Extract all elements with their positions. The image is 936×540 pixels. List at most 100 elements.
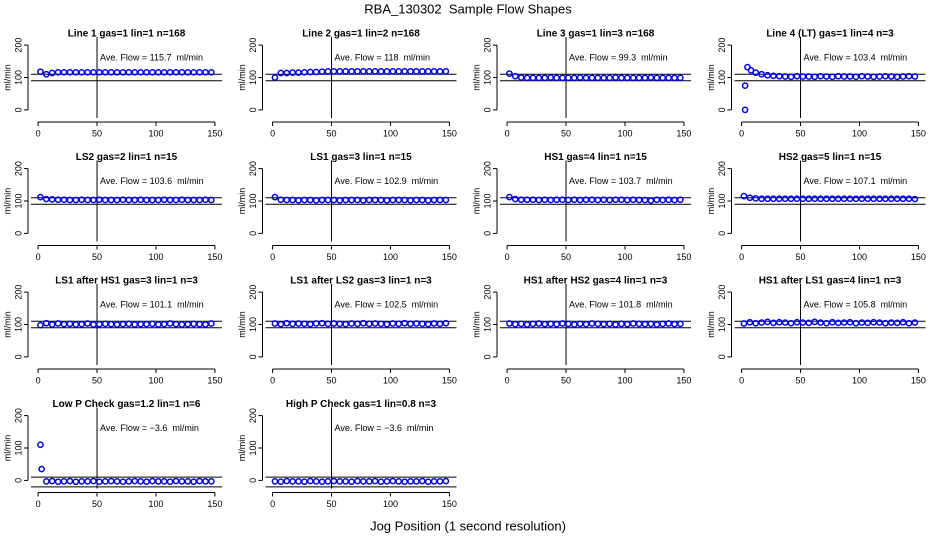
point xyxy=(758,195,765,203)
y-tick-label: 200 xyxy=(248,285,258,300)
y-tick-label: 200 xyxy=(717,38,727,53)
annotation: Ave. Flow = 102.5 ml/min xyxy=(335,299,439,309)
point xyxy=(407,478,414,485)
point xyxy=(395,478,403,485)
point xyxy=(817,195,824,203)
point xyxy=(793,195,801,203)
x-tick-label: 50 xyxy=(561,375,571,385)
point xyxy=(618,74,625,82)
x-tick-label: 150 xyxy=(676,128,691,138)
point xyxy=(852,319,860,327)
x-tick-label: 150 xyxy=(676,252,691,262)
point xyxy=(511,320,519,328)
point xyxy=(799,195,807,203)
point xyxy=(143,478,150,486)
point xyxy=(740,320,748,327)
point xyxy=(37,441,44,449)
x-tick-label: 50 xyxy=(796,128,806,138)
point xyxy=(37,321,44,329)
point xyxy=(42,195,50,203)
x-tick-label: 150 xyxy=(911,252,926,262)
point xyxy=(96,320,103,328)
x-tick-label: 100 xyxy=(383,375,398,385)
point xyxy=(582,74,590,82)
point xyxy=(659,320,667,328)
point xyxy=(511,195,519,203)
point xyxy=(852,195,860,203)
point xyxy=(113,321,121,328)
point xyxy=(852,73,860,81)
point xyxy=(208,478,215,485)
x-tick-label: 150 xyxy=(911,128,926,138)
point xyxy=(354,477,361,485)
point xyxy=(565,320,572,328)
y-tick-label: 100 xyxy=(13,70,23,85)
point xyxy=(360,197,367,204)
y-tick-label: 0 xyxy=(482,231,492,236)
point xyxy=(101,478,109,485)
point xyxy=(659,74,667,82)
point xyxy=(781,319,789,326)
point xyxy=(418,477,426,485)
annotation: Ave. Flow = 101.8 ml/min xyxy=(569,299,673,309)
point xyxy=(746,194,754,202)
y-tick-label: 200 xyxy=(248,38,258,53)
point xyxy=(371,67,379,75)
point xyxy=(517,320,525,328)
y-tick-label: 0 xyxy=(717,107,727,112)
point xyxy=(547,320,555,328)
point xyxy=(436,67,444,75)
point xyxy=(805,319,813,327)
x-tick-label: 0 xyxy=(36,252,41,262)
point xyxy=(770,195,777,203)
y-tick-label: 100 xyxy=(482,193,492,208)
point xyxy=(594,320,602,328)
panel-title: High P Check gas=1 lin=0.8 n=3 xyxy=(286,399,437,410)
point xyxy=(389,67,397,75)
panel-title: LS1 after HS1 gas=3 lin=1 n=3 xyxy=(55,276,198,287)
point xyxy=(365,67,373,75)
point xyxy=(166,320,174,327)
x-tick-label: 50 xyxy=(92,252,102,262)
point xyxy=(811,318,819,326)
y-tick-label: 0 xyxy=(717,231,727,236)
annotation: Ave. Flow = 101.1 ml/min xyxy=(100,299,204,309)
point xyxy=(271,478,279,485)
point xyxy=(424,67,432,75)
point xyxy=(271,193,279,201)
x-tick-label: 150 xyxy=(207,128,222,138)
annotation: Ave. Flow = 102.9 ml/min xyxy=(335,176,439,186)
point xyxy=(413,478,420,485)
point xyxy=(741,82,749,89)
x-tick-label: 50 xyxy=(327,499,337,509)
x-tick-label: 150 xyxy=(911,375,926,385)
point xyxy=(154,478,162,485)
x-tick-label: 150 xyxy=(442,252,457,262)
point xyxy=(764,318,771,326)
point xyxy=(42,478,50,485)
point xyxy=(66,477,74,485)
point xyxy=(78,320,86,328)
point xyxy=(184,320,192,328)
panel-title: Line 3 gas=1 lin=3 n=168 xyxy=(537,29,655,40)
x-tick-label: 100 xyxy=(383,499,398,509)
point xyxy=(677,320,684,328)
point xyxy=(600,74,608,82)
y-tick-label: 200 xyxy=(13,38,23,53)
point xyxy=(72,478,80,486)
y-tick-label: 200 xyxy=(482,285,492,300)
panel-title: Line 1 gas=1 lin=1 n=168 xyxy=(68,29,186,40)
point xyxy=(775,318,783,326)
x-tick-label: 0 xyxy=(505,252,510,262)
point xyxy=(72,321,80,328)
x-tick-label: 100 xyxy=(617,128,632,138)
point xyxy=(893,195,901,203)
annotation: Ave. Flow = 103.7 ml/min xyxy=(569,176,673,186)
y-tick-label: 200 xyxy=(13,408,23,423)
point xyxy=(371,477,379,485)
point xyxy=(870,195,877,203)
point xyxy=(318,319,326,327)
point xyxy=(348,478,355,486)
x-axis-label: Jog Position (1 second resolution) xyxy=(370,518,566,533)
